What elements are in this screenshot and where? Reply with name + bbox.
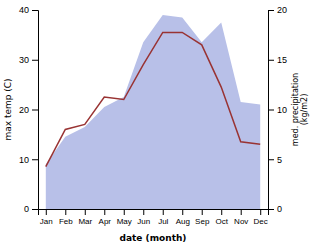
tick: Aug — [176, 209, 190, 226]
tick-mark — [268, 110, 274, 111]
tick: 10 — [268, 105, 287, 115]
tick-label: Feb — [59, 217, 73, 226]
tick-mark — [32, 60, 38, 61]
tick-label: Apr — [99, 217, 112, 226]
tick: Apr — [99, 209, 112, 226]
tick-mark — [163, 209, 164, 215]
x-axis-title: date (month) — [120, 233, 187, 243]
tick-mark — [143, 209, 144, 215]
tick-label: 0 — [24, 204, 29, 214]
tick: Nov — [234, 209, 248, 226]
tick-label: 30 — [19, 55, 29, 65]
tick: 0 — [24, 204, 38, 214]
tick-mark — [32, 159, 38, 160]
y-axis-title: max temp (C) — [3, 78, 13, 140]
tick-label: 20 — [277, 5, 287, 15]
tick-mark — [85, 209, 86, 215]
tick-mark — [124, 209, 125, 215]
tick-mark — [241, 209, 242, 215]
tick-label: Mar — [78, 217, 92, 226]
tick: Dec — [254, 209, 268, 226]
tick-mark — [32, 110, 38, 111]
tick-mark — [268, 159, 274, 160]
tick: Jan — [40, 209, 53, 226]
tick-label: Dec — [254, 217, 268, 226]
tick: Oct — [215, 209, 228, 226]
tick-label: Oct — [215, 217, 228, 226]
tick-label: 5 — [277, 155, 282, 165]
tick-mark — [32, 10, 38, 11]
tick-mark — [268, 10, 274, 11]
tick: Feb — [59, 209, 73, 226]
tick-label: 0 — [277, 204, 282, 214]
tick: 30 — [19, 55, 38, 65]
tick: 40 — [19, 5, 38, 15]
area — [46, 15, 260, 209]
tick-mark — [182, 209, 183, 215]
tick-label: 40 — [19, 5, 29, 15]
tick-mark — [104, 209, 105, 215]
tick-label: Aug — [176, 217, 190, 226]
tick-mark — [46, 209, 47, 215]
tick-label: 10 — [277, 105, 287, 115]
x-axis: Jan Feb Mar Apr May Jun Jul Aug Sep Oct Nov Dec — [39, 209, 269, 226]
tick: May — [117, 209, 132, 226]
tick-label: 15 — [277, 55, 287, 65]
axis-line — [39, 210, 269, 216]
tick-mark — [268, 60, 274, 61]
y2-axis-title: med. precipitation(kg/m2) — [291, 73, 309, 146]
tick: 10 — [19, 155, 38, 165]
tick: 15 — [268, 55, 287, 65]
plot: Jan Feb Mar Apr May Jun Jul Aug Sep Oct Nov Dec 0 10 2… — [19, 5, 287, 225]
tick: Mar — [78, 209, 92, 226]
tick: Jul — [158, 209, 168, 226]
axis-line — [32, 11, 39, 210]
tick-mark — [260, 209, 261, 215]
tick: Jun — [137, 209, 150, 226]
y-axis: 0 10 20 30 40 — [19, 5, 39, 214]
line — [46, 32, 260, 166]
tick-label: Nov — [234, 217, 248, 226]
tick: Sep — [195, 209, 210, 226]
tick: 20 — [268, 5, 287, 15]
tick-mark — [32, 209, 38, 210]
tick-label: Jun — [137, 217, 150, 226]
tick-mark — [268, 209, 274, 210]
tick-label: 20 — [19, 105, 29, 115]
tick-label: Sep — [195, 217, 210, 226]
marks — [46, 15, 260, 209]
tick-label: 10 — [19, 155, 29, 165]
y2-axis: 0 5 10 15 20 — [268, 5, 287, 214]
chart: Jan Feb Mar Apr May Jun Jul Aug Sep Oct Nov Dec 0 10 2… — [0, 0, 318, 247]
tick-label: Jan — [40, 217, 53, 226]
tick: 5 — [268, 155, 282, 165]
tick: 0 — [268, 204, 282, 214]
axis-line — [269, 11, 275, 210]
tick-label: Jul — [158, 217, 168, 226]
tick-label: May — [117, 217, 132, 226]
tick-mark — [221, 209, 222, 215]
tick: 20 — [19, 105, 38, 115]
tick-mark — [202, 209, 203, 215]
tick-mark — [65, 209, 66, 215]
